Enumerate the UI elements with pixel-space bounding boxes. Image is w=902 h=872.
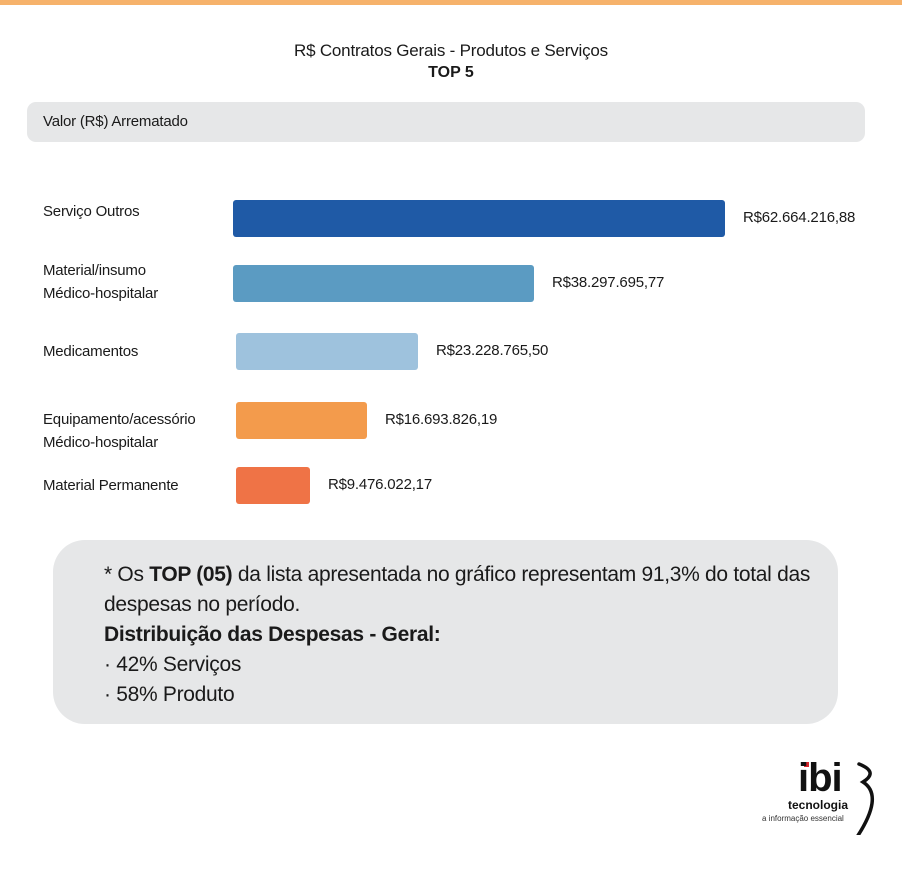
value-header-band: Valor (R$) Arrematado	[27, 102, 865, 142]
logo-mark-icon	[804, 762, 875, 842]
value-label: R$16.693.826,19	[385, 411, 498, 428]
bar	[233, 200, 725, 237]
category-label-line: Equipamento/acessório	[43, 411, 196, 428]
note-item-products: · 58% Produto	[104, 683, 235, 706]
category-label: Material Permanente	[43, 474, 179, 497]
category-label-line: Material Permanente	[43, 477, 179, 494]
logo-subtitle: tecnologia	[788, 798, 849, 812]
category-label-line: Serviço Outros	[43, 203, 140, 220]
bar	[236, 402, 367, 439]
category-label: Equipamento/acessório Médico-hospitalar	[43, 408, 196, 454]
category-label: Material/insumo Médico-hospitalar	[43, 259, 158, 305]
logo-swoosh	[853, 762, 875, 842]
note-content: * Os TOP (05) da lista apresentada no gr…	[104, 560, 824, 710]
note-prefix: * Os	[104, 563, 150, 586]
value-label: R$9.476.022,17	[328, 476, 432, 493]
logo-dot	[804, 762, 809, 767]
note-top-bold: TOP (05)	[149, 563, 233, 586]
category-label: Medicamentos	[43, 340, 138, 363]
logo-tagline: a informação essencial	[762, 814, 844, 823]
note-heading: Distribuição das Despesas - Geral:	[104, 623, 441, 646]
bar	[236, 467, 310, 504]
chart-title: R$ Contratos Gerais - Produtos e Serviço…	[294, 41, 608, 60]
chart-subtitle: TOP 5	[428, 64, 474, 81]
bar	[233, 265, 534, 302]
category-label-line: Material/insumo	[43, 262, 146, 279]
value-label: R$62.664.216,88	[743, 209, 856, 226]
note-suffix: da lista apresentada no gráfico represen…	[104, 563, 811, 616]
note-item-services: · 42% Serviços	[104, 653, 242, 676]
value-label: R$38.297.695,77	[552, 274, 665, 291]
note-summary: * Os TOP (05) da lista apresentada no gr…	[104, 560, 824, 620]
top-accent-rule	[0, 0, 902, 5]
category-label-line: Médico-hospitalar	[43, 434, 158, 451]
note-box: * Os TOP (05) da lista apresentada no gr…	[53, 540, 838, 724]
company-logo: ibi tecnologia a informação essencial	[760, 756, 880, 842]
logo-name: ibi	[798, 756, 843, 800]
bar	[236, 333, 418, 370]
category-label: Serviço Outros	[43, 200, 140, 223]
category-label-line: Medicamentos	[43, 343, 139, 360]
value-label: R$23.228.765,50	[436, 342, 549, 359]
category-label-line: Médico-hospitalar	[43, 285, 158, 302]
value-header-label: Valor (R$) Arrematado	[43, 113, 188, 130]
chart-title-block: R$ Contratos Gerais - Produtos e Serviço…	[0, 40, 902, 84]
